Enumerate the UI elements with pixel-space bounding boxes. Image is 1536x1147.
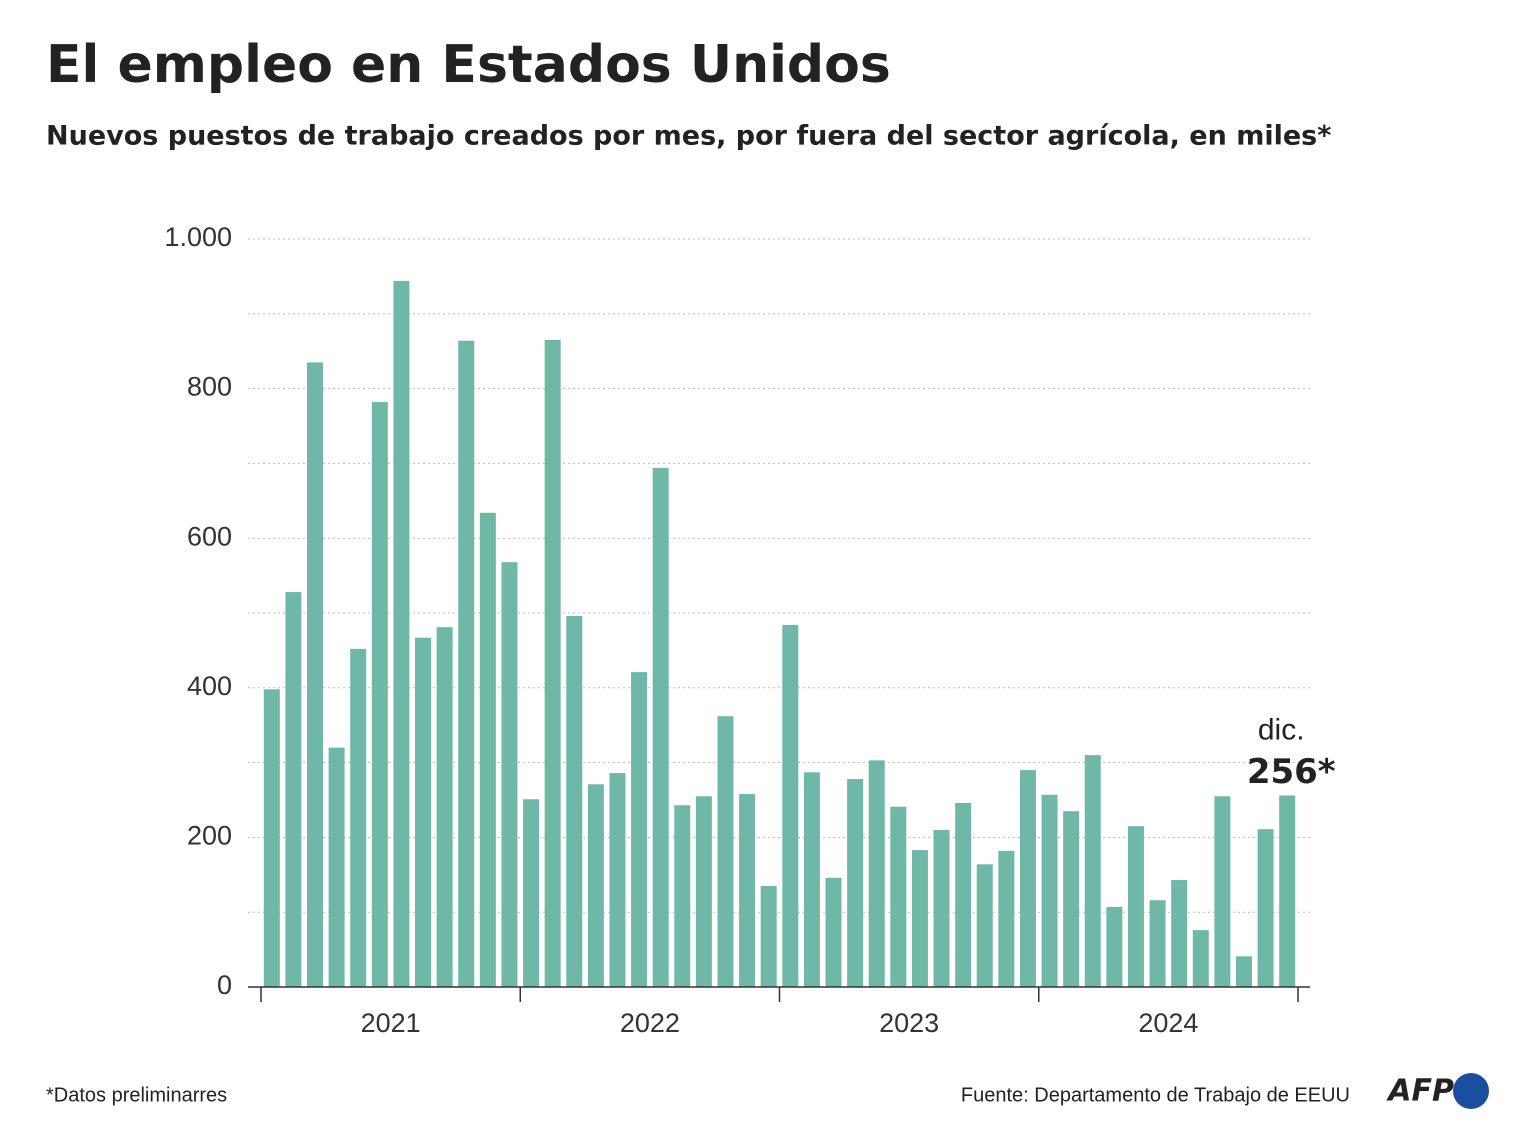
bar	[825, 877, 842, 987]
bar	[631, 672, 648, 987]
bar	[328, 747, 345, 987]
bar	[998, 850, 1015, 987]
bar	[1041, 794, 1058, 987]
bar	[371, 402, 388, 988]
y-tick-label: 0	[217, 970, 232, 1000]
bar	[609, 773, 626, 987]
x-tick-label: 2023	[879, 1008, 939, 1038]
chart-subtitle: Nuevos puestos de trabajo creados por me…	[46, 121, 1331, 152]
bar	[1192, 930, 1209, 987]
bar	[1149, 900, 1166, 987]
value-label: 256*	[1247, 752, 1336, 792]
bar	[695, 796, 712, 987]
bar	[1063, 811, 1080, 987]
bar	[544, 339, 561, 988]
bar	[717, 716, 734, 987]
bar	[868, 760, 885, 987]
x-tick-label: 2022	[620, 1008, 680, 1038]
y-tick-label: 200	[187, 821, 232, 851]
chart-title: El empleo en Estados Unidos	[46, 35, 891, 95]
bar	[350, 648, 367, 987]
logo: AFP	[1386, 1074, 1454, 1109]
bar	[587, 784, 604, 987]
bar	[890, 806, 907, 987]
bar	[1279, 795, 1296, 987]
bar	[458, 340, 475, 987]
source: Fuente: Departamento de Trabajo de EEUU	[961, 1084, 1350, 1106]
bar	[911, 850, 928, 987]
bar	[976, 864, 993, 987]
y-tick-label: 600	[187, 521, 232, 551]
bar	[674, 805, 691, 987]
y-tick-label: 800	[187, 372, 232, 402]
y-tick-label: 1.000	[164, 222, 232, 252]
annotation: dic.	[1258, 713, 1305, 746]
x-tick-label: 2021	[361, 1008, 421, 1038]
bar	[263, 689, 280, 987]
bar	[415, 637, 432, 987]
bar	[501, 562, 518, 987]
bar	[803, 772, 820, 987]
footnote: *Datos preliminarres	[46, 1084, 227, 1106]
bar	[782, 624, 799, 987]
bar	[1106, 906, 1123, 987]
bar	[1257, 829, 1274, 987]
bar	[1214, 796, 1231, 987]
bar	[652, 467, 669, 987]
bar	[760, 886, 777, 987]
bar	[933, 829, 950, 987]
bar	[523, 799, 540, 987]
bar	[1019, 770, 1036, 987]
bar	[1235, 956, 1252, 987]
y-tick-label: 400	[187, 671, 232, 701]
bar	[1127, 826, 1144, 987]
bar	[955, 802, 972, 987]
bar	[479, 512, 496, 987]
bar	[393, 280, 410, 987]
x-tick-label: 2024	[1138, 1008, 1198, 1038]
bar	[1084, 755, 1101, 987]
logo-dot	[1453, 1073, 1489, 1109]
bar	[847, 779, 864, 987]
bar	[436, 627, 453, 987]
bar	[1171, 880, 1188, 987]
bar	[285, 592, 302, 987]
bar	[307, 362, 324, 987]
bar	[739, 794, 756, 987]
bar	[566, 615, 583, 987]
